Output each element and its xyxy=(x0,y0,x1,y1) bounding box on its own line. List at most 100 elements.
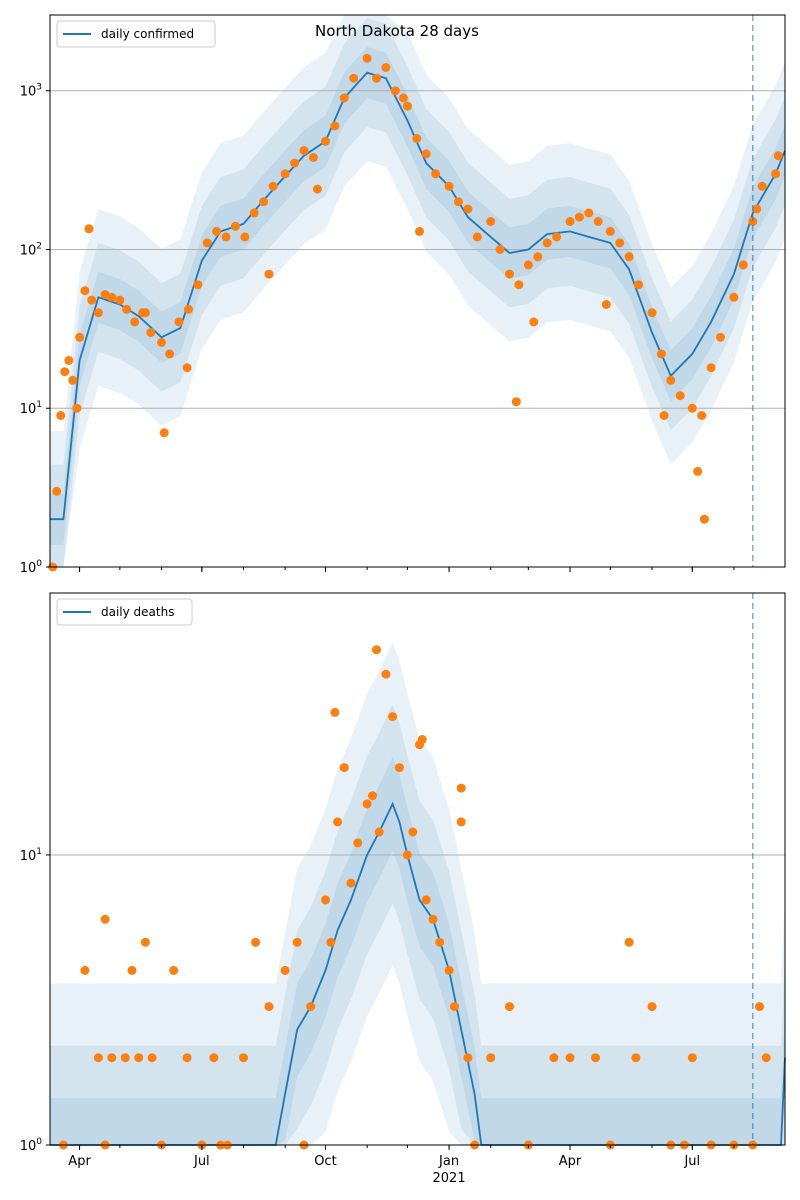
deaths-axes-frame xyxy=(49,592,786,1146)
observed-point xyxy=(115,295,125,305)
observed-point xyxy=(159,428,169,438)
observed-point xyxy=(647,308,657,318)
observed-point xyxy=(372,645,381,655)
observed-point xyxy=(368,791,377,801)
observed-point xyxy=(299,146,309,156)
observed-point xyxy=(193,280,203,290)
observed-point xyxy=(748,217,758,226)
observed-point xyxy=(107,292,117,302)
observed-point xyxy=(174,317,184,327)
observed-point xyxy=(157,337,166,347)
chart-title: North Dakota 28 days xyxy=(315,22,479,40)
observed-point xyxy=(268,181,278,191)
observed-point xyxy=(716,332,725,342)
observed-point xyxy=(80,286,90,296)
observed-point xyxy=(398,93,408,103)
observed-point xyxy=(421,895,431,905)
observed-point xyxy=(624,252,634,262)
observed-point xyxy=(353,838,363,848)
observed-point xyxy=(529,317,539,327)
observed-point xyxy=(472,232,482,242)
uncertainty-band xyxy=(50,757,785,1145)
observed-point xyxy=(321,136,330,146)
observed-point xyxy=(221,232,231,242)
observed-point xyxy=(412,134,422,143)
observed-point xyxy=(349,73,359,83)
observed-point xyxy=(752,204,762,214)
observed-point xyxy=(120,1053,130,1063)
observed-point xyxy=(428,914,438,924)
observed-point xyxy=(339,93,349,103)
observed-point xyxy=(306,1002,316,1012)
observed-point xyxy=(330,121,340,131)
observed-point xyxy=(134,1053,144,1063)
observed-point xyxy=(146,328,156,337)
observed-point xyxy=(147,1053,157,1063)
observed-point xyxy=(130,317,140,327)
observed-point xyxy=(230,221,240,231)
observed-point xyxy=(127,965,137,975)
legend-label-confirmed: daily confirmed xyxy=(101,27,194,41)
observed-point xyxy=(565,217,575,226)
x-tick-label: Jul xyxy=(683,1154,700,1169)
observed-point xyxy=(601,300,611,309)
deaths-legend: daily deaths xyxy=(56,598,193,626)
observed-point xyxy=(362,799,372,809)
observed-point xyxy=(687,403,697,413)
observed-point xyxy=(505,1002,514,1012)
observed-point xyxy=(659,411,669,420)
observed-point xyxy=(565,1053,575,1063)
observed-point xyxy=(100,914,110,924)
observed-point xyxy=(93,308,103,318)
observed-point xyxy=(454,197,463,207)
confirmed-uncertainty-bands xyxy=(50,15,785,568)
observed-point xyxy=(415,226,424,236)
confirmed-axes-frame xyxy=(49,14,786,568)
observed-point xyxy=(182,363,192,373)
observed-point xyxy=(339,763,349,773)
y-tick-label: 100 xyxy=(20,1137,43,1154)
observed-point xyxy=(290,158,300,168)
observed-point xyxy=(463,204,473,214)
observed-point xyxy=(666,375,676,385)
observed-point xyxy=(240,232,250,242)
observed-point xyxy=(549,1053,559,1063)
observed-point xyxy=(333,817,343,827)
observed-point xyxy=(72,403,82,413)
observed-point xyxy=(647,1002,657,1012)
observed-point xyxy=(381,63,391,72)
observed-point xyxy=(755,1002,764,1012)
observed-point xyxy=(773,151,783,161)
observed-point xyxy=(514,280,524,290)
observed-point xyxy=(593,217,603,226)
observed-point xyxy=(93,1053,103,1063)
series-line xyxy=(50,801,786,1146)
observed-point xyxy=(56,411,66,420)
observed-point xyxy=(330,707,340,717)
observed-point xyxy=(495,245,505,254)
observed-point xyxy=(697,411,707,420)
observed-point xyxy=(444,965,454,975)
observed-point xyxy=(486,1053,496,1063)
observed-point xyxy=(738,260,748,270)
observed-point xyxy=(122,304,132,314)
observed-point xyxy=(706,363,716,373)
observed-point xyxy=(390,86,400,96)
observed-point xyxy=(183,304,193,314)
observed-point xyxy=(634,280,643,290)
observed-point xyxy=(615,238,625,248)
observed-point xyxy=(591,1053,600,1063)
observed-point xyxy=(402,850,412,860)
observed-point xyxy=(68,375,78,385)
observed-point xyxy=(280,965,290,975)
observed-point xyxy=(381,669,391,679)
y-tick-label: 103 xyxy=(20,83,42,100)
observed-point xyxy=(463,1053,473,1063)
x-tick-label: Jul xyxy=(193,1154,210,1169)
observed-point xyxy=(631,1053,641,1063)
observed-point xyxy=(408,827,418,837)
observed-point xyxy=(624,937,634,947)
x-tick-label: Apr xyxy=(559,1154,582,1169)
observed-point xyxy=(456,817,466,827)
observed-point xyxy=(699,514,709,524)
